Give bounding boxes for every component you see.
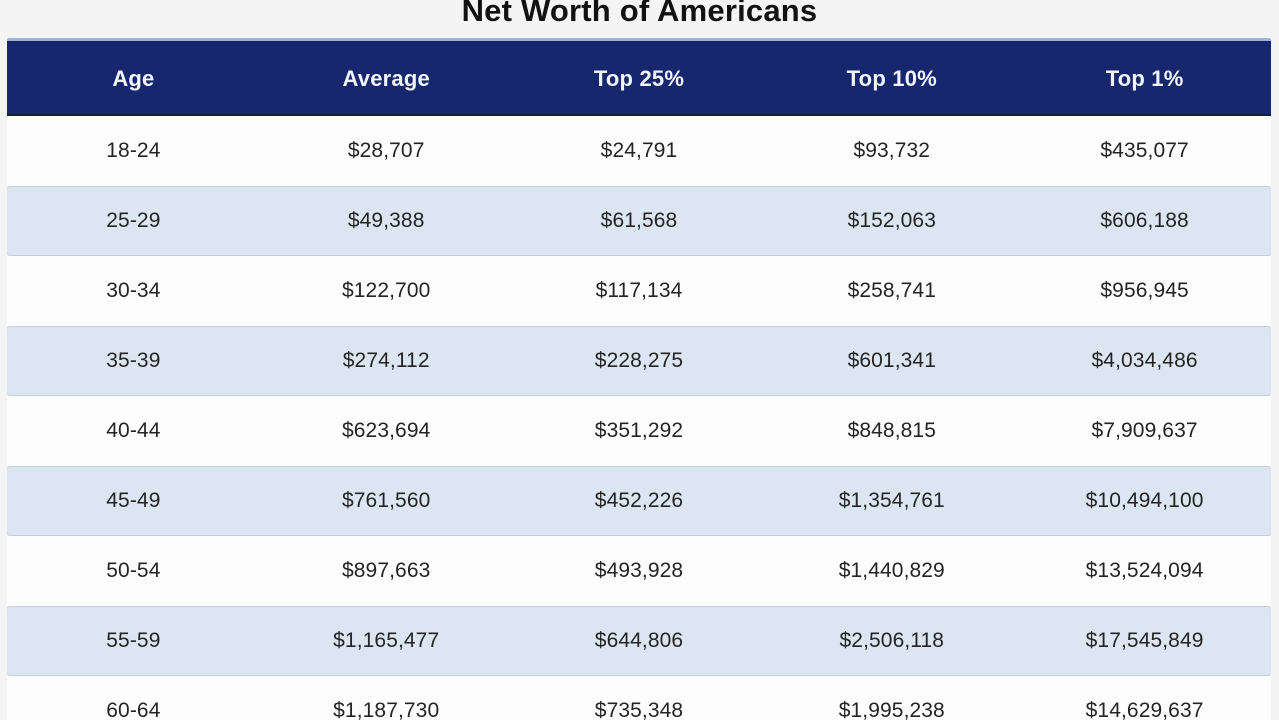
- age-cell: 55-59: [106, 629, 161, 652]
- value-cell: $61,568: [600, 209, 678, 232]
- value-cell: $13,524,094: [1085, 559, 1204, 582]
- value-cell: $24,791: [600, 139, 678, 162]
- age-cell: 60-64: [106, 699, 161, 720]
- age-cell: 50-54: [106, 559, 161, 582]
- table-row-45-49: 45-49 $761,560 $452,226 $1,354,761 $10,494,1…: [7, 466, 1271, 536]
- column-header-top-10: Top 10%: [846, 65, 937, 91]
- value-cell: $258,741: [847, 279, 936, 302]
- value-cell: $761,560: [342, 489, 431, 512]
- column-header-top-1: Top 1%: [1105, 65, 1184, 91]
- table-body: 18-24 $28,707 $24,791 $93,732 $435,077 25-29 $…: [7, 116, 1271, 720]
- value-cell: $17,545,849: [1085, 629, 1204, 652]
- value-cell: $28,707: [347, 139, 425, 162]
- value-cell: $7,909,637: [1091, 419, 1198, 442]
- value-cell: $228,275: [594, 349, 684, 372]
- value-cell: $956,945: [1100, 279, 1189, 302]
- table-row-55-59: 55-59 $1,165,477 $644,806 $2,506,118 $17,545…: [7, 606, 1271, 676]
- value-cell: $351,292: [594, 419, 684, 442]
- age-cell: 40-44: [106, 419, 161, 442]
- table-row-30-34: 30-34 $122,700 $117,134 $258,741 $956,945: [7, 256, 1271, 326]
- value-cell: $435,077: [1100, 139, 1189, 162]
- age-cell: 35-39: [106, 349, 161, 372]
- value-cell: $735,348: [594, 699, 684, 720]
- age-cell: 25-29: [106, 209, 161, 232]
- value-cell: $274,112: [342, 349, 430, 372]
- table-row-50-54: 50-54 $897,663 $493,928 $1,440,829 $13,524,0…: [7, 536, 1271, 606]
- age-cell: 18-24: [106, 139, 161, 162]
- age-cell: 30-34: [106, 279, 161, 302]
- value-cell: $49,388: [347, 209, 425, 232]
- column-header-top-25: Top 25%: [593, 65, 685, 91]
- value-cell: $152,063: [847, 209, 936, 232]
- value-cell: $644,806: [594, 629, 684, 652]
- table-row-40-44: 40-44 $623,694 $351,292 $848,815 $7,909,637: [7, 396, 1271, 466]
- column-header-age: Age: [112, 65, 155, 91]
- value-cell: $1,440,829: [838, 559, 945, 582]
- value-cell: $10,494,100: [1085, 489, 1204, 512]
- value-cell: $452,226: [594, 489, 684, 512]
- value-cell: $93,732: [853, 139, 931, 162]
- table-row-35-39: 35-39 $274,112 $228,275 $601,341 $4,034,486: [7, 326, 1271, 396]
- value-cell: $601,341: [847, 349, 936, 372]
- table-header-row: Age Average Top 25% Top 10% Top 1%: [7, 38, 1271, 116]
- column-header-average: Average: [342, 65, 430, 91]
- net-worth-table: Age Average Top 25% Top 10% Top 1% 18-24 $28,…: [7, 38, 1271, 720]
- value-cell: $1,187,730: [333, 699, 440, 720]
- value-cell: $897,663: [342, 559, 431, 582]
- age-cell: 45-49: [106, 489, 161, 512]
- value-cell: $493,928: [594, 559, 684, 582]
- value-cell: $1,995,238: [838, 699, 945, 720]
- value-cell: $623,694: [342, 419, 431, 442]
- value-cell: $2,506,118: [839, 629, 945, 652]
- table-row-18-24: 18-24 $28,707 $24,791 $93,732 $435,077: [7, 116, 1271, 186]
- value-cell: $14,629,637: [1085, 699, 1204, 720]
- value-cell: $117,134: [595, 279, 683, 302]
- page-title: Net Worth of Americans: [461, 0, 818, 28]
- value-cell: $122,700: [342, 279, 431, 302]
- value-cell: $606,188: [1100, 209, 1189, 232]
- table-row-25-29: 25-29 $49,388 $61,568 $152,063 $606,188: [7, 186, 1271, 256]
- value-cell: $1,354,761: [838, 489, 945, 512]
- table-row-60-64: 60-64 $1,187,730 $735,348 $1,995,238 $14,629…: [7, 676, 1271, 720]
- value-cell: $848,815: [847, 419, 936, 442]
- value-cell: $1,165,477: [333, 629, 440, 652]
- value-cell: $4,034,486: [1091, 349, 1198, 372]
